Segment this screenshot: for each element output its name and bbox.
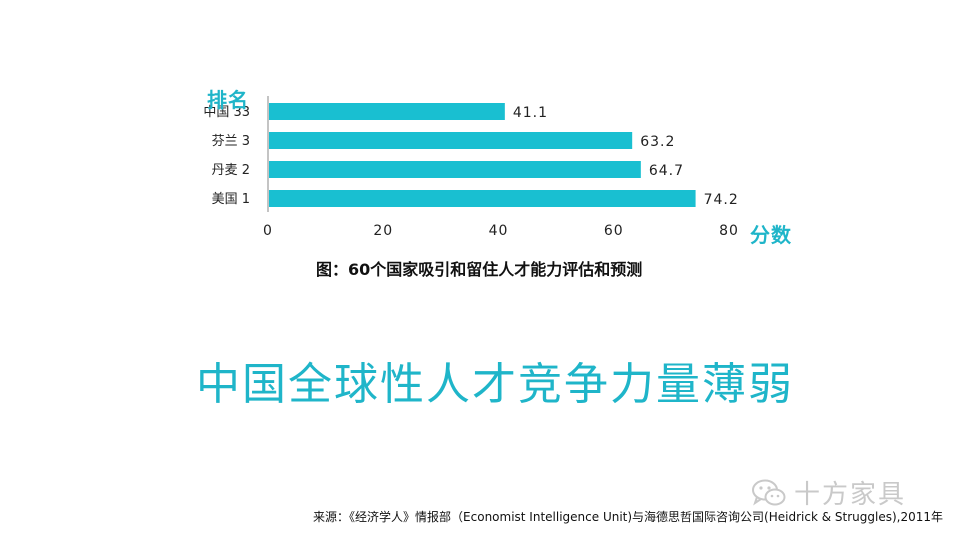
x-tick-label: 80 — [719, 223, 739, 239]
data-label: 74.2 — [704, 192, 739, 208]
bar-chart: 中国 33 41.1 芬兰 3 63.2 丹麦 2 64.7 美国 1 74.2 0 20 40 6… — [203, 96, 739, 239]
bar — [269, 190, 696, 207]
x-tick-label: 0 — [263, 223, 273, 239]
category-label: 中国 33 — [203, 105, 250, 120]
x-tick-label: 60 — [604, 223, 624, 239]
data-label: 41.1 — [513, 105, 548, 121]
watermark-text: 十方家具 — [794, 480, 907, 510]
data-label: 63.2 — [640, 134, 675, 150]
x-tick-label: 20 — [373, 223, 393, 239]
data-label: 64.7 — [649, 163, 684, 179]
wechat-icon — [752, 479, 786, 505]
y-axis-title: 排名 — [207, 88, 249, 112]
bar — [269, 161, 641, 178]
category-label: 美国 1 — [212, 192, 250, 207]
category-label: 丹麦 2 — [212, 163, 250, 178]
watermark: 十方家具 — [752, 474, 906, 511]
chart-caption: 图：60个国家吸引和留住人才能力评估和预测 — [316, 260, 643, 279]
x-axis-title: 分数 — [750, 223, 792, 247]
headline: 中国全球性人才竞争力量薄弱 — [196, 359, 794, 410]
x-tick-label: 40 — [489, 223, 509, 239]
bar — [269, 103, 505, 120]
source-note: 来源：《经济学人》情报部（Economist Intelligence Unit… — [313, 510, 943, 524]
bar — [269, 132, 633, 149]
category-label: 芬兰 3 — [212, 134, 250, 149]
